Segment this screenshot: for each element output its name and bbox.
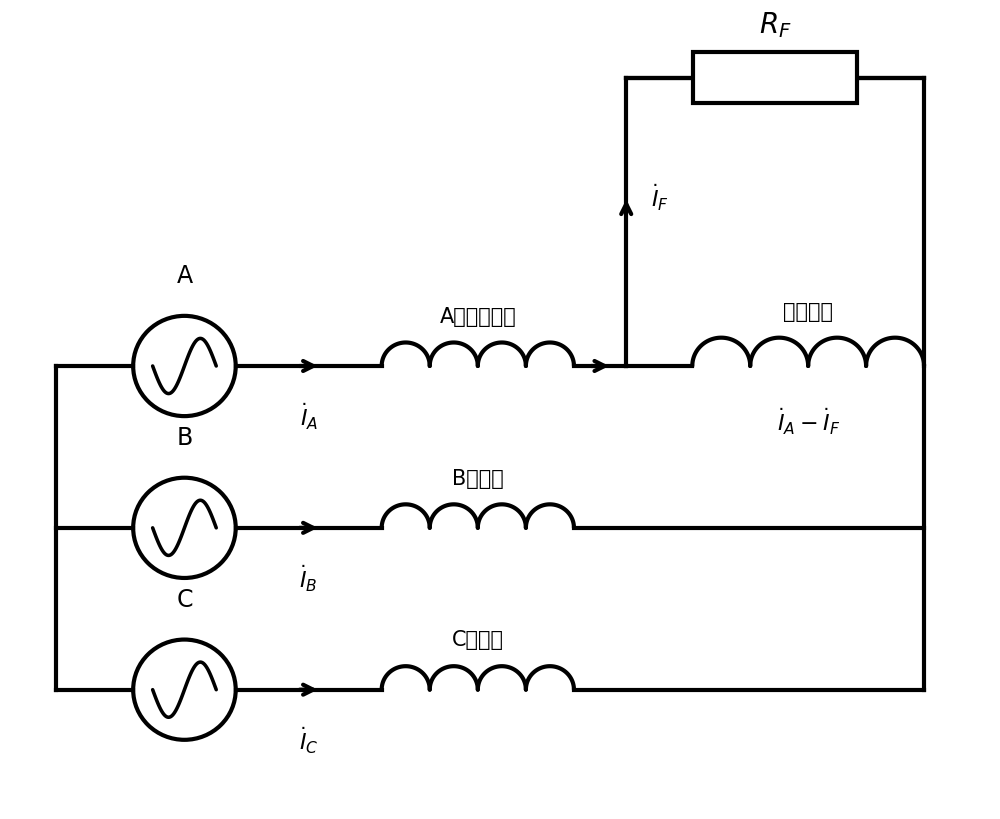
Text: B: B bbox=[176, 426, 193, 450]
Text: C: C bbox=[176, 588, 193, 612]
Text: $\dot{I}_A$: $\dot{I}_A$ bbox=[300, 401, 318, 432]
Text: C相绕组: C相绕组 bbox=[452, 631, 504, 650]
Bar bbox=[693, 52, 857, 103]
Text: $\dot{I}_F$: $\dot{I}_F$ bbox=[651, 183, 669, 214]
Text: A: A bbox=[176, 265, 193, 288]
Text: B相绕组: B相绕组 bbox=[452, 468, 504, 489]
Text: 短路绕组: 短路绕组 bbox=[783, 302, 833, 322]
Text: $R_F$: $R_F$ bbox=[759, 11, 791, 40]
Text: A相正常绕组: A相正常绕组 bbox=[439, 306, 516, 327]
Text: $\dot{I}_B$: $\dot{I}_B$ bbox=[299, 563, 318, 594]
Text: $\dot{I}_C$: $\dot{I}_C$ bbox=[299, 725, 318, 756]
Text: $\dot{I}_A - \dot{I}_F$: $\dot{I}_A - \dot{I}_F$ bbox=[777, 406, 840, 437]
